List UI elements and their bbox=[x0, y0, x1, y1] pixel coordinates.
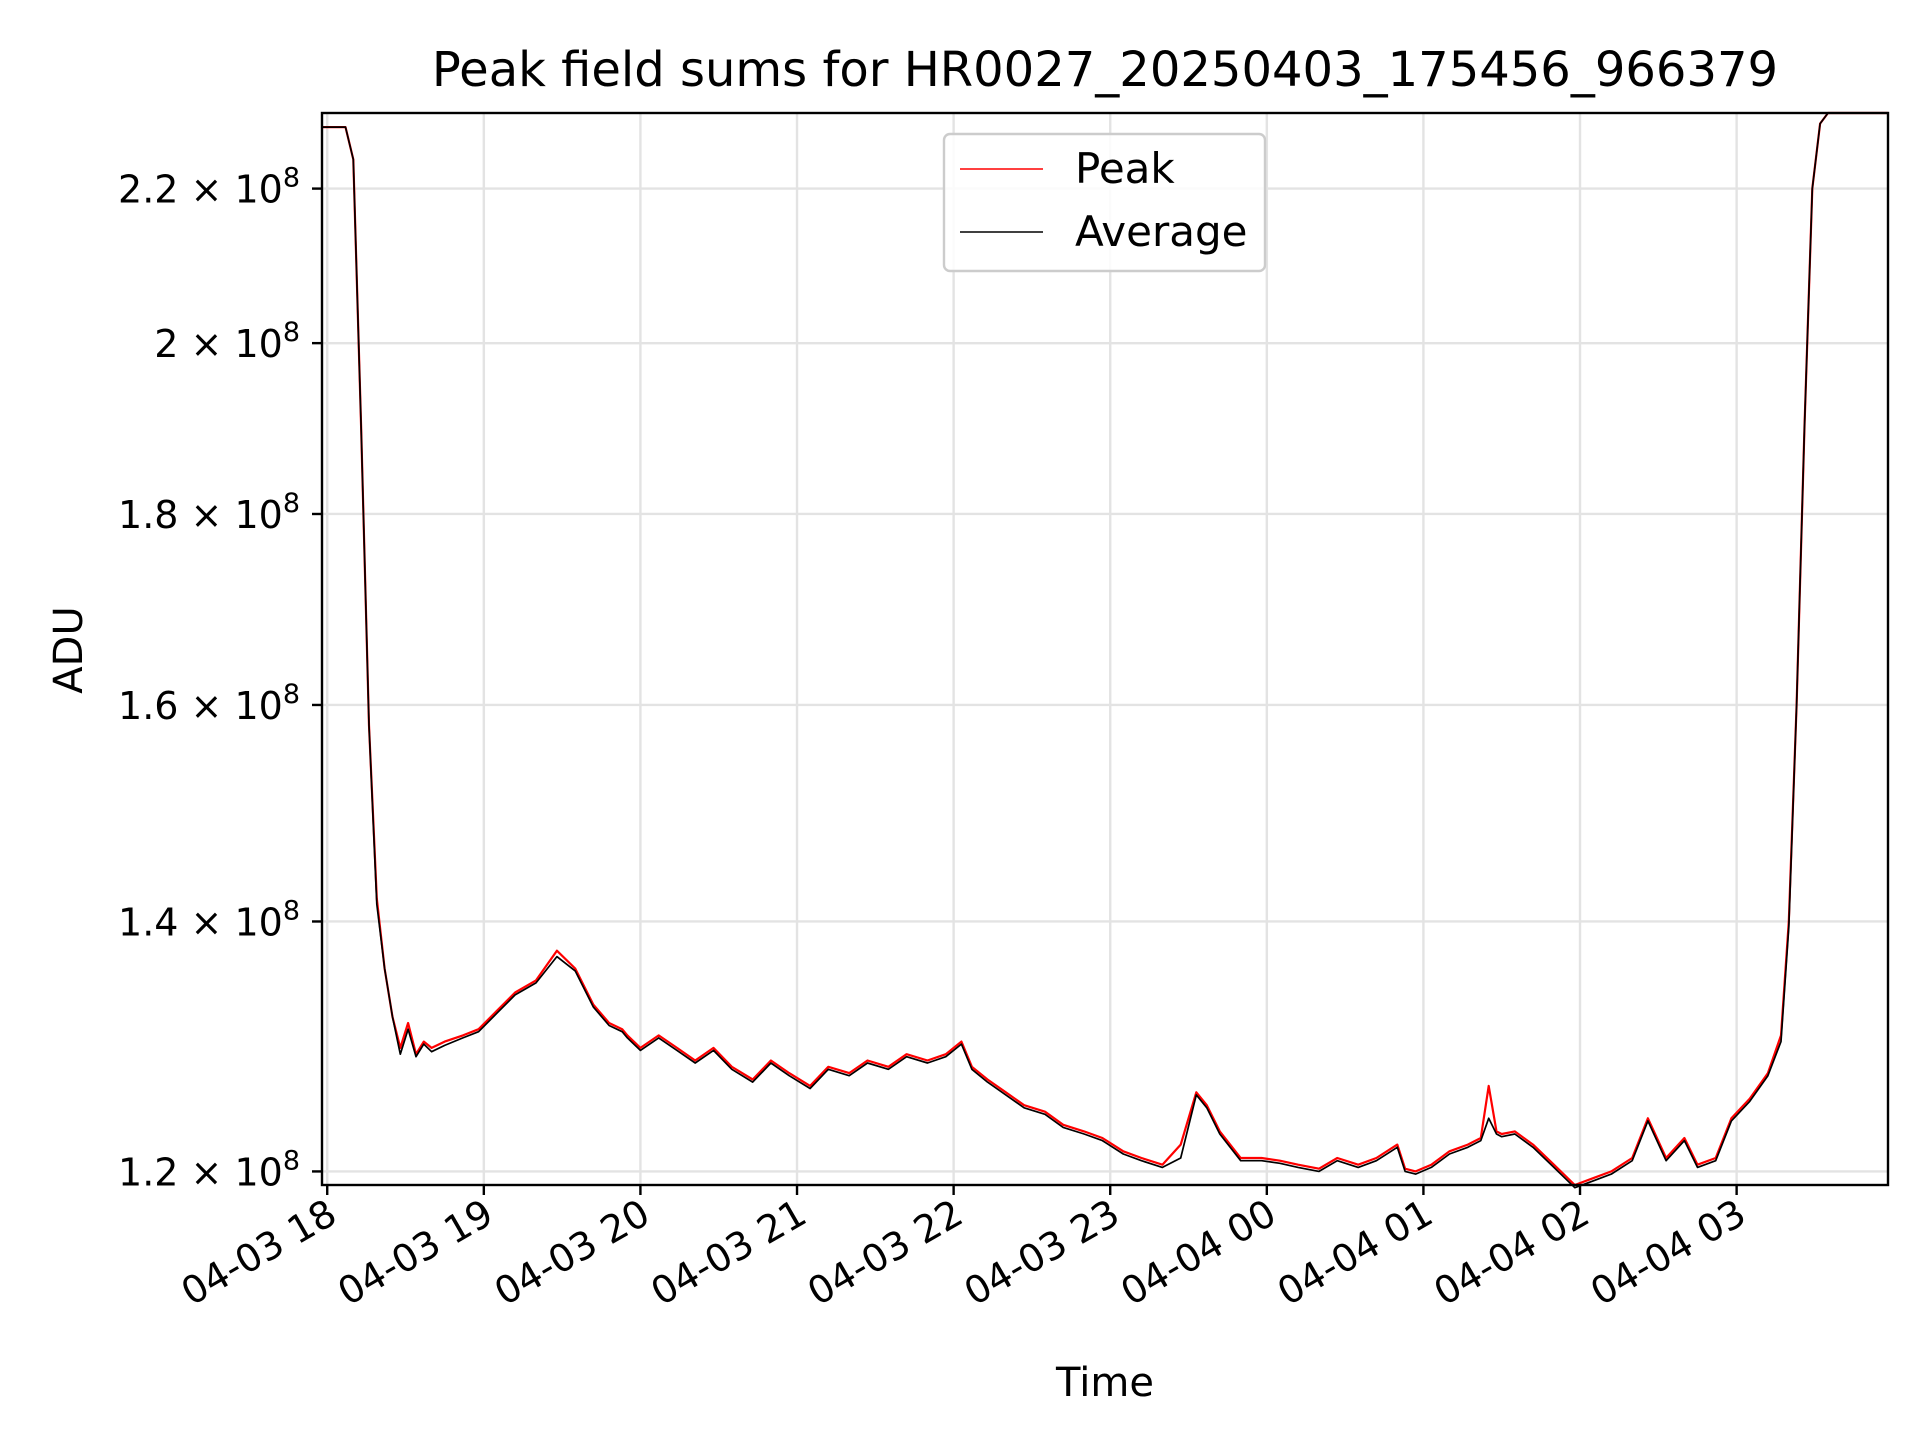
chart-title: Peak field sums for HR0027_20250403_1754… bbox=[432, 42, 1778, 98]
legend-peak-label: Peak bbox=[1075, 144, 1175, 193]
y-axis: 1.2 × 108 1.4 × 108 1.6 × 108 1.8 × 108 2 × … bbox=[118, 163, 322, 1194]
x-axis-label: Time bbox=[1055, 1360, 1154, 1406]
y-tick-label: 1.4 × 108 bbox=[118, 895, 300, 944]
series-average-line bbox=[321, 112, 1889, 1189]
y-tick-exponent: 8 bbox=[283, 895, 300, 926]
y-axis-label: ADU bbox=[46, 606, 92, 693]
y-tick-exponent: 8 bbox=[283, 488, 300, 519]
y-tick-exponent: 8 bbox=[283, 1145, 300, 1176]
plot-frame bbox=[320, 111, 1890, 1187]
grid bbox=[322, 113, 1888, 1185]
legend-average-label: Average bbox=[1075, 207, 1247, 256]
y-tick-label: 1.8 × 108 bbox=[118, 488, 300, 537]
y-tick-label: 2.2 × 108 bbox=[118, 163, 300, 212]
y-tick-exponent: 8 bbox=[283, 679, 300, 710]
y-tick-exponent: 8 bbox=[283, 163, 300, 194]
y-tick-label: 1.2 × 108 bbox=[118, 1145, 300, 1194]
series-layer bbox=[320, 111, 1890, 1189]
y-tick-exponent: 8 bbox=[283, 317, 300, 348]
y-tick-label: 2 × 108 bbox=[154, 317, 300, 366]
y-tick-label: 1.6 × 108 bbox=[118, 679, 300, 728]
series-peak-line bbox=[320, 111, 1890, 1187]
legend: Peak Average bbox=[942, 132, 1267, 273]
